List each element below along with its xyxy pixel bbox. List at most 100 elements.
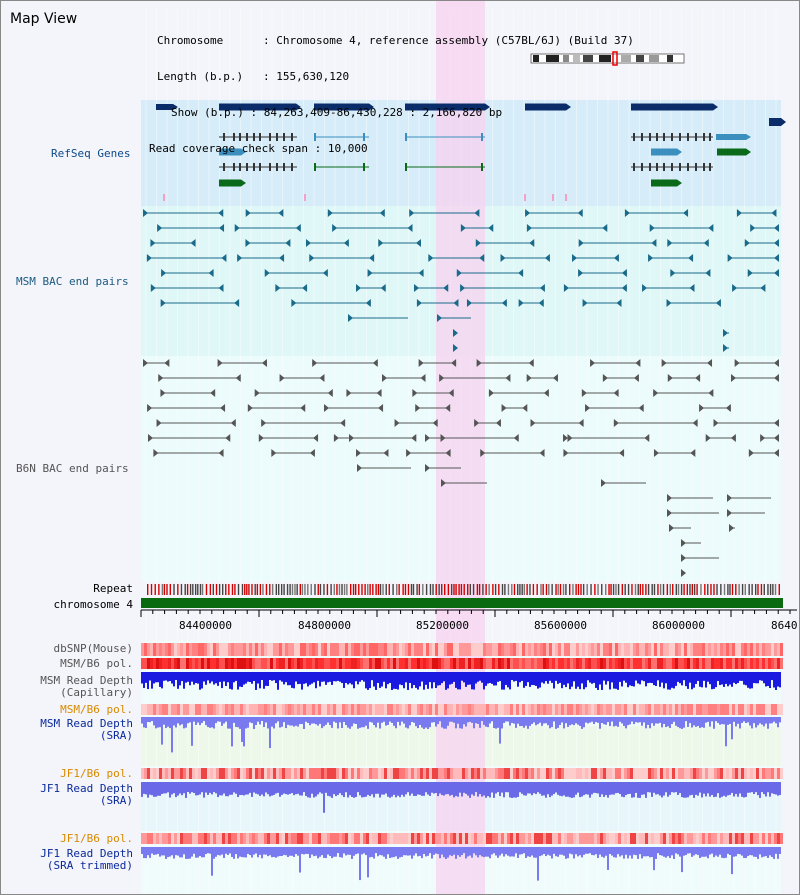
- track-label-chromosome[interactable]: chromosome 4: [53, 598, 133, 611]
- depth-bar: [619, 672, 621, 682]
- heat-cell: [423, 768, 426, 779]
- depth-bar: [743, 717, 745, 722]
- heat-cell: [504, 643, 507, 656]
- depth-bar: [725, 847, 727, 858]
- depth-bar: [733, 672, 735, 683]
- bac-end-marker: [513, 434, 519, 442]
- repeat-mark: [659, 584, 662, 595]
- heat-cell: [744, 833, 747, 844]
- heat-cell: [483, 658, 486, 669]
- heat-cell: [423, 704, 426, 715]
- heat-cell: [459, 643, 462, 656]
- depth-bar: [525, 717, 527, 726]
- track-label-jf1-depth-trim-sub[interactable]: (SRA trimmed): [46, 859, 133, 872]
- heat-cell: [738, 768, 741, 779]
- depth-bar: [367, 672, 369, 690]
- depth-bar: [359, 717, 361, 728]
- depth-bar: [709, 847, 711, 855]
- gene-exon: [649, 163, 651, 171]
- depth-bar: [427, 847, 429, 856]
- depth-bar: [141, 782, 143, 797]
- depth-bar: [487, 847, 489, 857]
- track-label-msm-b6-pol-2[interactable]: MSM/B6 pol.: [60, 703, 133, 716]
- heat-cell: [171, 768, 174, 779]
- heat-cell: [396, 833, 399, 844]
- heat-cell: [726, 643, 729, 656]
- depth-bar: [193, 672, 195, 685]
- chromosome-bar: [141, 598, 783, 608]
- track-label-msm-bac[interactable]: MSM BAC end pairs: [16, 275, 129, 288]
- depth-bar: [281, 782, 283, 795]
- track-label-msm-depth-cap-sub[interactable]: (Capillary): [60, 686, 133, 699]
- depth-bar: [755, 717, 757, 728]
- repeat-mark: [691, 584, 694, 595]
- depth-bar: [547, 847, 549, 855]
- depth-bar: [655, 782, 657, 795]
- coverage-row: Read coverage check span : 10,000: [149, 142, 368, 155]
- heat-cell: [372, 704, 375, 715]
- bac-end-marker: [313, 434, 319, 442]
- track-label-msm-depth-sra-sub[interactable]: (SRA): [99, 729, 133, 742]
- heat-cell: [369, 643, 372, 656]
- axis-tick-label: 84800000: [298, 619, 351, 632]
- heat-cell: [249, 643, 252, 656]
- heat-cell: [378, 833, 381, 844]
- bac-end-marker: [409, 209, 415, 217]
- depth-bar: [669, 672, 671, 690]
- track-label-msm-b6-pol-1[interactable]: MSM/B6 pol.: [60, 657, 133, 670]
- heat-cell: [777, 768, 780, 779]
- track-label-msm-depth-cap[interactable]: MSM Read Depth: [40, 674, 133, 687]
- depth-bar: [405, 717, 407, 728]
- depth-bar: [633, 717, 635, 725]
- heat-cell: [162, 833, 165, 844]
- track-label-jf1-depth-trim[interactable]: JF1 Read Depth: [40, 847, 133, 860]
- track-label-jf1-depth-sra-sub[interactable]: (SRA): [99, 794, 133, 807]
- heat-cell: [342, 833, 345, 844]
- ideogram-band: [649, 55, 659, 62]
- heat-cell: [639, 768, 642, 779]
- track-label-jf1-b6-pol-2[interactable]: JF1/B6 pol.: [60, 832, 133, 845]
- depth-bar: [675, 717, 677, 726]
- gene-block: [219, 103, 296, 111]
- track-label-b6n-bac[interactable]: B6N BAC end pairs: [16, 462, 129, 475]
- heat-cell: [405, 704, 408, 715]
- track-label-dbsnp[interactable]: dbSNP(Mouse): [53, 642, 133, 655]
- heat-cell: [216, 658, 219, 669]
- depth-bar: [509, 782, 511, 798]
- bac-end-marker: [381, 374, 387, 382]
- track-label-jf1-b6-pol-1[interactable]: JF1/B6 pol.: [60, 767, 133, 780]
- depth-bar: [559, 717, 561, 726]
- track-label-repeat[interactable]: Repeat: [93, 582, 133, 595]
- track-label-refseq[interactable]: RefSeq Genes: [51, 147, 131, 160]
- repeat-mark: [631, 584, 633, 595]
- heat-cell: [261, 833, 264, 844]
- depth-bar: [163, 672, 165, 681]
- heat-cell: [273, 643, 276, 656]
- depth-bar: [379, 672, 381, 688]
- depth-bar: [317, 782, 319, 795]
- depth-bar: [445, 672, 447, 690]
- depth-bar: [627, 672, 629, 688]
- heat-cell: [387, 704, 390, 715]
- heat-cell: [507, 658, 510, 669]
- heat-cell: [498, 768, 501, 779]
- track-label-jf1-depth-sra[interactable]: JF1 Read Depth: [40, 782, 133, 795]
- heat-cell: [348, 704, 351, 715]
- heat-cell: [291, 658, 294, 669]
- repeat-mark: [358, 584, 360, 595]
- depth-bar: [275, 847, 277, 858]
- depth-bar: [737, 717, 739, 724]
- track-label-msm-depth-sra[interactable]: MSM Read Depth: [40, 717, 133, 730]
- depth-bar: [493, 672, 495, 686]
- heat-cell: [666, 658, 669, 669]
- heat-cell: [213, 658, 216, 669]
- heat-cell: [168, 643, 171, 656]
- heat-cell: [576, 833, 579, 844]
- heat-cell: [225, 768, 228, 779]
- heat-cell: [603, 658, 606, 669]
- gene-exon: [709, 163, 711, 171]
- bac-end-marker: [258, 434, 264, 442]
- heat-cell: [771, 658, 774, 669]
- heat-cell: [486, 768, 489, 779]
